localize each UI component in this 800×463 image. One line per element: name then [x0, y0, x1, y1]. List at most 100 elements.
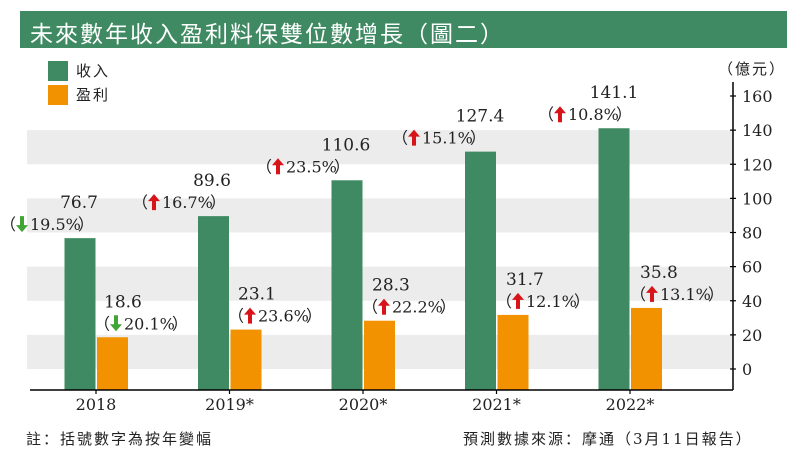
arrow-up-icon	[554, 106, 566, 123]
profit-change-label: （ 13.1%）	[630, 285, 724, 304]
paren-open: （	[94, 314, 110, 333]
x-tick-label: 2022*	[606, 395, 655, 414]
change-value: 15.1%	[422, 129, 473, 148]
arrow-head	[272, 158, 284, 166]
profit-value-label: 31.7	[506, 270, 544, 290]
arrow-head	[378, 298, 390, 306]
x-tick-label: 2018	[76, 395, 117, 414]
y-tick-label: 120	[742, 155, 773, 174]
arrow-up-icon	[646, 285, 658, 302]
footnote: 註：括號數字為按年變幅	[26, 430, 214, 448]
arrow-head	[512, 292, 524, 300]
profit-value-label: 23.1	[238, 285, 276, 305]
y-tick-label: 20	[742, 326, 762, 345]
profit-change-label: （ 20.1%）	[94, 314, 188, 333]
revenue-value-label: 127.4	[456, 107, 505, 127]
change-value: 23.6%	[258, 307, 309, 326]
y-tick-label: 0	[742, 360, 752, 379]
revenue-value-label: 76.7	[60, 193, 98, 213]
arrow-up-icon	[244, 307, 256, 324]
paren-open: （	[392, 129, 408, 148]
paren-close: ）	[172, 314, 188, 333]
paren-close: ）	[574, 292, 590, 311]
paren-open: （	[496, 292, 512, 311]
paren-open: （	[256, 157, 272, 176]
arrow-head	[408, 129, 420, 137]
paren-close: ）	[210, 193, 226, 212]
arrow-up-icon	[408, 129, 420, 146]
arrow-up-icon	[272, 158, 284, 175]
change-value: 12.1%	[526, 292, 577, 311]
revenue-change-label: （ 15.1%）	[392, 129, 486, 148]
revenue-change-label: （ 16.7%）	[132, 193, 226, 212]
paren-close: ）	[616, 105, 632, 124]
paren-close: ）	[334, 157, 350, 176]
x-tick-label: 2020*	[339, 395, 388, 414]
arrow-shaft	[558, 112, 562, 123]
arrow-head	[554, 106, 566, 114]
y-tick-label: 160	[742, 87, 773, 106]
paren-open: （	[630, 285, 646, 304]
chart-title-bar: 未來數年收入盈利料保雙位數增長（圖二）	[20, 11, 787, 48]
y-tick-label: 100	[742, 189, 773, 208]
revenue-value-label: 110.6	[322, 135, 371, 155]
revenue-change-label: （ 23.5%）	[256, 157, 350, 176]
paren-close: ）	[708, 285, 724, 304]
legend-item-revenue: 收入	[48, 60, 110, 81]
arrow-shaft	[248, 313, 252, 324]
arrow-head	[646, 285, 658, 293]
bar-revenue-2019	[198, 216, 229, 390]
arrow-shaft	[152, 200, 156, 211]
arrow-down-icon	[16, 216, 28, 233]
paren-open: （	[132, 193, 148, 212]
arrow-shaft	[114, 315, 118, 326]
arrow-down-icon	[110, 315, 122, 332]
arrow-shaft	[382, 304, 386, 315]
arrow-up-icon	[148, 194, 160, 211]
paren-close: ）	[440, 298, 456, 317]
profit-change-label: （ 22.2%）	[362, 298, 456, 317]
change-value: 23.5%	[286, 157, 337, 176]
profit-change-label: （ 12.1%）	[496, 292, 590, 311]
y-axis-unit-label: （億元）	[718, 60, 787, 78]
arrow-head	[148, 194, 160, 202]
bar-profit-2018	[97, 337, 128, 390]
arrow-head	[244, 307, 256, 315]
paren-open: （	[362, 298, 378, 317]
paren-close: ）	[306, 307, 322, 326]
revenue-value-label: 89.6	[193, 171, 231, 191]
legend-label-revenue: 收入	[76, 62, 111, 80]
paren-close: ）	[470, 129, 486, 148]
arrow-shaft	[276, 164, 280, 175]
chart-title: 未來數年收入盈利料保雙位數增長（圖二）	[30, 22, 505, 48]
bar-revenue-2021	[465, 151, 496, 390]
paren-open: （	[228, 307, 244, 326]
bar-profit-2020	[364, 320, 395, 390]
y-tick-label: 40	[742, 292, 762, 311]
arrow-head	[16, 225, 28, 233]
arrow-head	[110, 324, 122, 332]
arrow-shaft	[516, 298, 520, 309]
bar-revenue-2018	[64, 238, 96, 390]
x-tick-label: 2021*	[472, 395, 521, 414]
bar-revenue-2020	[331, 180, 363, 390]
change-value: 10.8%	[568, 105, 619, 124]
bar-profit-2019	[230, 329, 262, 390]
y-tick-label: 140	[742, 121, 773, 140]
y-tick-label: 60	[742, 258, 762, 277]
arrow-up-icon	[512, 292, 524, 309]
paren-open: （	[0, 215, 16, 234]
change-value: 19.5%	[30, 215, 81, 234]
arrow-shaft	[20, 216, 24, 227]
revenue-change-label: （ 19.5%）	[0, 215, 94, 234]
profit-value-label: 28.3	[372, 276, 410, 296]
change-value: 20.1%	[124, 314, 175, 333]
revenue-change-label: （ 10.8%）	[538, 105, 632, 124]
change-value: 13.1%	[660, 285, 711, 304]
paren-close: ）	[78, 215, 94, 234]
legend-label-profit: 盈利	[76, 86, 111, 104]
legend-swatch-profit	[48, 84, 68, 105]
data-source: 預測數據來源：摩通（3月11日報告）	[463, 430, 753, 448]
profit-value-label: 35.8	[640, 263, 678, 283]
